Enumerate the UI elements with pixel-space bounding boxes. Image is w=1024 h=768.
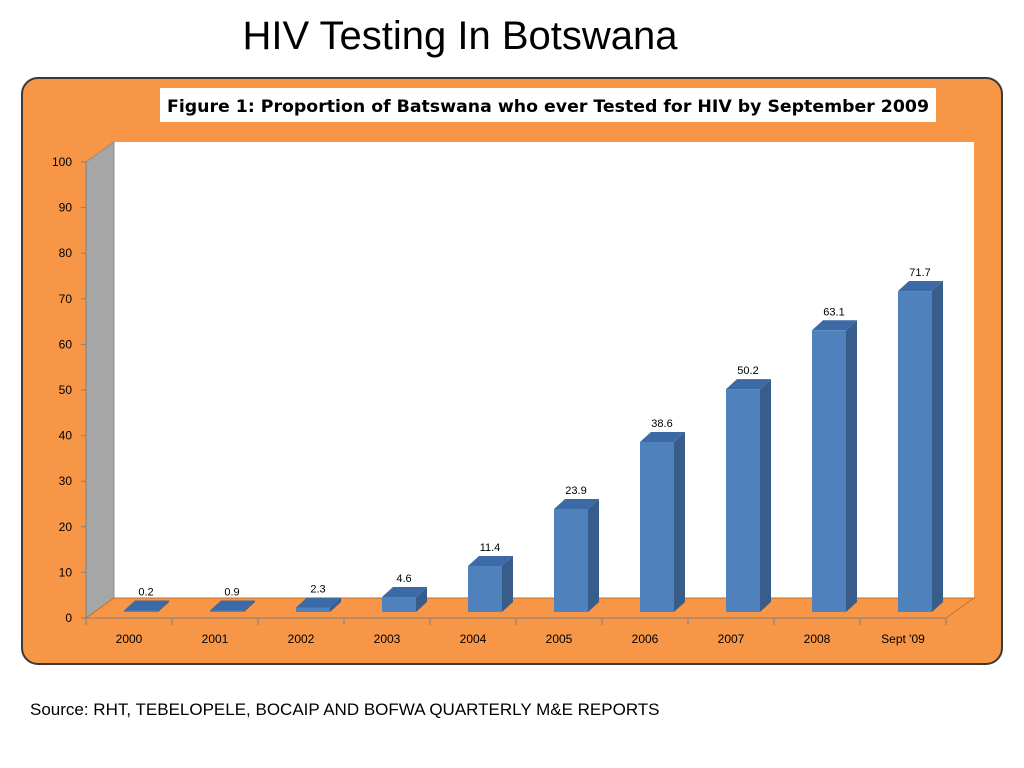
bar-top [124, 600, 169, 611]
bar [382, 587, 427, 612]
x-tick-label: 2008 [804, 632, 831, 646]
bar-side [846, 320, 857, 612]
data-label: 50.2 [737, 365, 758, 377]
bar-side [502, 556, 513, 612]
bar-side [416, 587, 427, 612]
y-tick-label: 100 [52, 155, 72, 169]
bar-front [812, 330, 846, 612]
bar-side [588, 499, 599, 612]
bar-top [640, 431, 685, 442]
x-tick-label: 2002 [288, 632, 315, 646]
y-tick-label: 90 [59, 201, 73, 215]
chart-title-box [160, 88, 936, 122]
slide-title: HIV Testing In Botswana [242, 14, 678, 58]
data-label: 23.9 [565, 485, 586, 497]
bar-front [468, 566, 502, 612]
bar-top [382, 587, 427, 598]
bars-group: 0.2 0.9 2.3 4.6 11.4 23.9 38.6 50.2 63.1 71.7 [124, 267, 943, 612]
bar [468, 556, 513, 612]
data-label: 38.6 [651, 418, 672, 430]
bar-top [296, 597, 341, 608]
bar [898, 281, 943, 612]
bar-top [210, 600, 255, 611]
source-note: Source: RHT, TEBELOPELE, BOCAIP AND BOFW… [30, 700, 660, 719]
bar-front [640, 441, 674, 612]
bar-side [674, 431, 685, 612]
bar-front [210, 610, 244, 612]
bar-top [812, 320, 857, 331]
bar-top [554, 499, 599, 510]
bar [210, 600, 255, 612]
y-tick-label: 0 [65, 611, 72, 625]
y-axis: 0 10 20 30 40 50 60 70 80 90 100 [52, 155, 87, 625]
y-tick-label: 30 [59, 474, 73, 488]
bar-side [760, 379, 771, 612]
y-tick-label: 60 [59, 337, 73, 351]
data-label: 0.9 [224, 587, 239, 599]
bar-front [898, 291, 932, 612]
bar-side [330, 597, 341, 612]
y-tick-label: 70 [59, 292, 73, 306]
data-label: 71.7 [909, 267, 930, 279]
bar-side [932, 281, 943, 612]
x-tick-label: Sept '09 [881, 632, 925, 646]
bar-top [468, 556, 513, 567]
bar [296, 597, 341, 612]
bar-top [726, 379, 771, 390]
bar-top [898, 281, 943, 292]
side-wall [85, 141, 115, 619]
bar [640, 431, 685, 612]
bar-front [726, 389, 760, 612]
data-label: 63.1 [823, 306, 844, 318]
y-tick-label: 50 [59, 383, 73, 397]
y-tick-label: 40 [59, 429, 73, 443]
x-tick-label: 2000 [116, 632, 143, 646]
x-axis: 2000 2001 2002 2003 2004 2005 2006 2007 2008 Sept… [85, 617, 947, 646]
bar-front [382, 597, 416, 612]
y-tick-label: 10 [59, 565, 73, 579]
bar-front [296, 607, 330, 612]
bar-side [244, 600, 255, 612]
x-tick-label: 2005 [546, 632, 573, 646]
y-tick-label: 20 [59, 520, 73, 534]
x-tick-label: 2007 [718, 632, 745, 646]
x-tick-label: 2006 [632, 632, 659, 646]
bar [124, 600, 169, 612]
bar-front [124, 610, 158, 612]
data-label: 4.6 [396, 573, 411, 585]
bar [726, 379, 771, 612]
data-label: 2.3 [310, 584, 325, 596]
bar-side [158, 600, 169, 612]
bar-front [554, 509, 588, 612]
bar [812, 320, 857, 612]
x-tick-label: 2003 [374, 632, 401, 646]
x-tick-label: 2004 [460, 632, 487, 646]
y-tick-label: 80 [59, 246, 73, 260]
data-label: 0.2 [138, 587, 153, 599]
data-label: 11.4 [480, 542, 501, 554]
chart-title: Figure 1: Proportion of Batswana who eve… [167, 97, 929, 117]
bar [554, 499, 599, 612]
x-tick-label: 2001 [202, 632, 229, 646]
